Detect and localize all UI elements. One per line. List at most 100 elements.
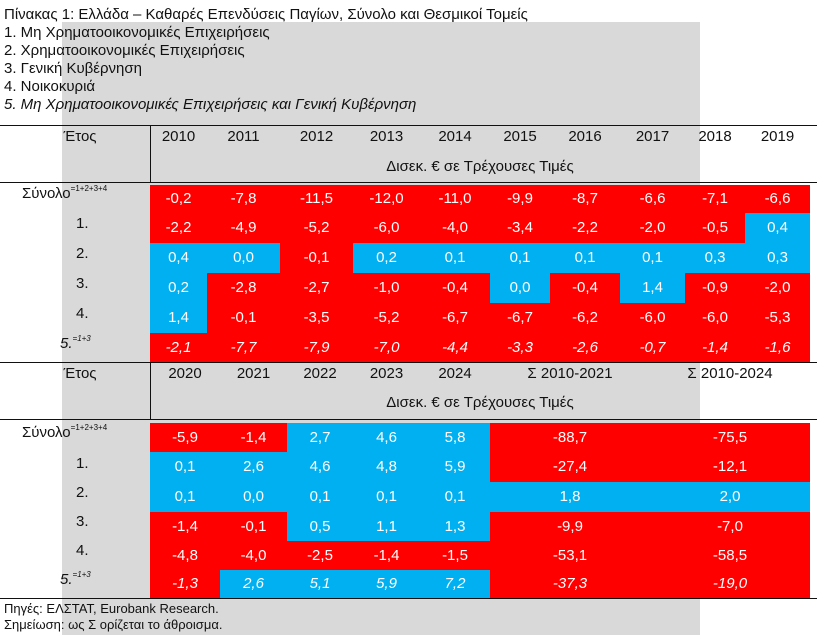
table2-top-border — [0, 362, 817, 363]
table1-year-2016: 2016 — [568, 128, 602, 145]
table1-cell-r6-c4: -7,0 — [353, 333, 420, 362]
table1-cell-r5-c10: -5,3 — [745, 303, 810, 333]
table1-cell-r6-c5: -4,4 — [420, 333, 490, 362]
table1-cell-r1-c4: -12,0 — [353, 185, 420, 213]
table2-cell-r1-c4: 4,6 — [353, 423, 420, 452]
table1-header-divider — [150, 125, 151, 183]
table2-cell-r6-c2: 2,6 — [220, 570, 287, 598]
table2-cell-r5-c1: -4,8 — [150, 541, 220, 570]
row-label-5: 5.=1+3 — [60, 570, 91, 588]
table1-cell-r2-c6: -3,4 — [490, 213, 550, 243]
row-label-total: Σύνολο=1+2+3+4 — [22, 423, 108, 441]
table1-corner: Έτος — [63, 128, 97, 145]
table2-cell-r2-c2: 2,6 — [220, 452, 287, 482]
table2-cell-r6-c1: -1,3 — [150, 570, 220, 598]
table2-year-Σ-2010-2021: Σ 2010-2021 — [527, 365, 613, 382]
table2-cell-r2-c7: -12,1 — [650, 452, 810, 482]
table-title: Πίνακας 1: Ελλάδα – Καθαρές Επενδύσεις Π… — [4, 6, 528, 23]
row-label-5: 5.=1+3 — [60, 334, 91, 352]
table1-cell-r6-c2: -7,7 — [207, 333, 280, 362]
table2-cell-r2-c3: 4,6 — [287, 452, 353, 482]
table1-cell-r2-c1: -2,2 — [150, 213, 207, 243]
table1-cell-r5-c7: -6,2 — [550, 303, 620, 333]
table1-cell-r6-c7: -2,6 — [550, 333, 620, 362]
table1-cell-r2-c4: -6,0 — [353, 213, 420, 243]
table2-cell-r3-c5: 0,1 — [420, 482, 490, 512]
table1-cell-r5-c6: -6,7 — [490, 303, 550, 333]
table2-cell-r3-c7: 2,0 — [650, 482, 810, 512]
table2-corner: Έτος — [63, 365, 97, 382]
table1-year-2010: 2010 — [161, 128, 196, 145]
row-label-total: Σύνολο=1+2+3+4 — [22, 184, 108, 202]
table2-year-2024: 2024 — [438, 365, 472, 382]
legend-item-5: 5. Μη Χρηματοοικονομικές Επιχειρήσεις κα… — [4, 96, 417, 113]
table-caption: Πίνακας 1: Ελλάδα – Καθαρές Επενδύσεις Π… — [4, 6, 528, 114]
legend-item-2: 2. Χρηματοοικονομικές Επιχειρήσεις — [4, 42, 245, 59]
table2-cell-r2-c6: -27,4 — [490, 452, 650, 482]
table1-cell-r5-c5: -6,7 — [420, 303, 490, 333]
legend-item-3: 3. Γενική Κυβέρνηση — [4, 60, 142, 77]
table1-cell-r1-c7: -8,7 — [550, 185, 620, 213]
table1-cell-r1-c2: -7,8 — [207, 185, 280, 213]
table2-cell-r6-c5: 7,2 — [420, 570, 490, 598]
table2-year-Σ-2010-2024: Σ 2010-2024 — [687, 365, 773, 382]
table2-year-2021: 2021 — [236, 365, 271, 382]
table1-year-2012: 2012 — [299, 128, 334, 145]
table1-cell-r5-c4: -5,2 — [353, 303, 420, 333]
table1-cell-r1-c9: -7,1 — [685, 185, 745, 213]
footer-note: Σημείωση: ως Σ ορίζεται το άθροισμα. — [4, 617, 223, 632]
table2-cell-r5-c4: -1,4 — [353, 541, 420, 570]
table1-cell-r3-c1: 0,4 — [150, 243, 207, 273]
table2-cell-r1-c1: -5,9 — [150, 423, 220, 452]
footer-sources: Πηγές: ΕΛΣΤΑΤ, Eurobank Research. — [4, 601, 219, 616]
table2-cell-r4-c4: 1,1 — [353, 512, 420, 541]
table1-cell-r2-c7: -2,2 — [550, 213, 620, 243]
table1-year-2017: 2017 — [635, 128, 670, 145]
table1-cell-r5-c3: -3,5 — [280, 303, 353, 333]
legend-item-4: 4. Νοικοκυριά — [4, 78, 96, 95]
table1-cell-r1-c3: -11,5 — [280, 185, 353, 213]
table2-cell-r2-c1: 0,1 — [150, 452, 220, 482]
table1-cell-r3-c7: 0,1 — [550, 243, 620, 273]
table1-cell-r3-c5: 0,1 — [420, 243, 490, 273]
table2-cell-r1-c5: 5,8 — [420, 423, 490, 452]
table2-cell-r1-c6: -88,7 — [490, 423, 650, 452]
table1-cell-r6-c1: -2,1 — [150, 333, 207, 362]
table1-cell-r4-c2: -2,8 — [207, 273, 280, 303]
table2-cell-r3-c4: 0,1 — [353, 482, 420, 512]
table2-cell-r1-c2: -1,4 — [220, 423, 287, 452]
table2-cell-r5-c2: -4,0 — [220, 541, 287, 570]
table1-cell-r3-c8: 0,1 — [620, 243, 685, 273]
table1-cell-r5-c8: -6,0 — [620, 303, 685, 333]
table2-cell-r4-c3: 0,5 — [287, 512, 353, 541]
table2-cell-r5-c6: -53,1 — [490, 541, 650, 570]
table2-cell-r3-c6: 1,8 — [490, 482, 650, 512]
table2-header-border — [0, 419, 817, 420]
row-label-3: 3. — [76, 513, 89, 530]
table2-cell-r4-c2: -0,1 — [220, 512, 287, 541]
table1-cell-r1-c10: -6,6 — [745, 185, 810, 213]
table1-year-2015: 2015 — [503, 128, 537, 145]
table2-cell-r6-c6: -37,3 — [490, 570, 650, 598]
table1-cell-r5-c2: -0,1 — [207, 303, 280, 333]
table1-cell-r4-c10: -2,0 — [745, 273, 810, 303]
table1-cell-r5-c1: 1,4 — [150, 303, 207, 333]
table2-cell-r4-c6: -9,9 — [490, 512, 650, 541]
table1-cell-r2-c3: -5,2 — [280, 213, 353, 243]
table1-cell-r3-c9: 0,3 — [685, 243, 745, 273]
table1-cell-r4-c8: 1,4 — [620, 273, 685, 303]
table1-cell-r3-c4: 0,2 — [353, 243, 420, 273]
table2-cell-r1-c7: -75,5 — [650, 423, 810, 452]
table2-cell-r3-c1: 0,1 — [150, 482, 220, 512]
table1-cell-r1-c5: -11,0 — [420, 185, 490, 213]
table2-cell-r5-c5: -1,5 — [420, 541, 490, 570]
table1-cell-r3-c10: 0,3 — [745, 243, 810, 273]
table2-cell-r1-c3: 2,7 — [287, 423, 353, 452]
table2-cell-r6-c3: 5,1 — [287, 570, 353, 598]
table1-cell-r4-c4: -1,0 — [353, 273, 420, 303]
table1-cell-r4-c7: -0,4 — [550, 273, 620, 303]
table1-cell-r4-c3: -2,7 — [280, 273, 353, 303]
table1-cell-r2-c9: -0,5 — [685, 213, 745, 243]
table2-cell-r6-c4: 5,9 — [353, 570, 420, 598]
table1-cell-r6-c10: -1,6 — [745, 333, 810, 362]
